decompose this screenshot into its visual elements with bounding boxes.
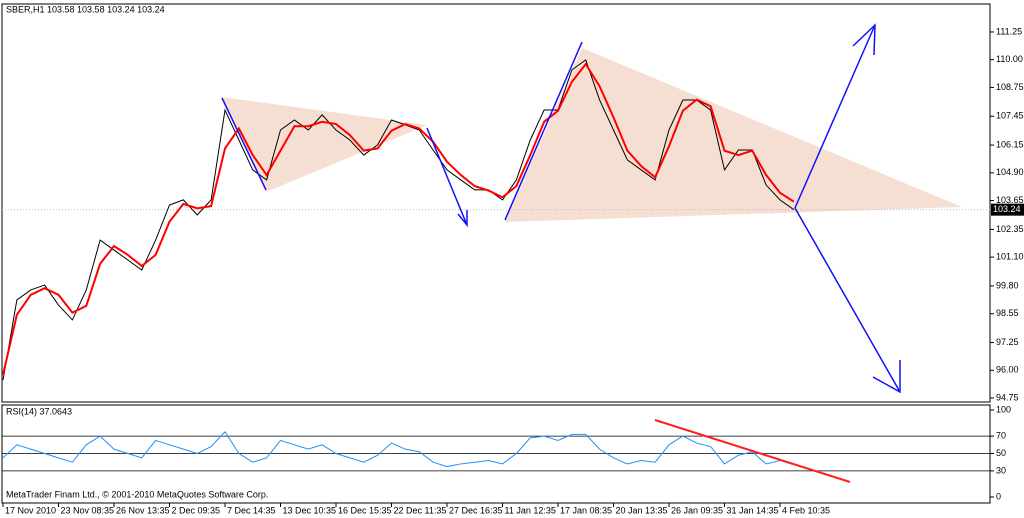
y-tick-label: 50	[996, 448, 1006, 458]
y-tick-label: 108.75	[996, 82, 1024, 92]
price-pane	[1, 3, 991, 403]
y-tick-label: 30	[996, 465, 1006, 475]
x-tick-label: 2 Dec 09:35	[172, 505, 221, 515]
y-tick-label: 96.00	[996, 365, 1019, 375]
x-tick-label: 22 Dec 11:35	[394, 505, 447, 515]
x-tick-label: 23 Nov 08:35	[61, 505, 115, 515]
y-tick-label: 106.15	[996, 139, 1024, 149]
indicator-title: RSI(14) 37.0643	[6, 406, 72, 416]
copyright: MetaTrader Finam Ltd., © 2001-2010 MetaQ…	[6, 489, 268, 499]
forecast-arrow	[794, 24, 876, 209]
y-tick-label: 94.75	[996, 392, 1019, 402]
y-tick-label: 101.10	[996, 252, 1024, 262]
arrow-head	[872, 360, 901, 394]
y-tick-label: 103.65	[996, 195, 1024, 205]
x-tick-label: 20 Jan 13:35	[616, 505, 668, 515]
series-line	[2, 430, 795, 468]
forecast-arrow	[794, 207, 901, 393]
x-tick-label: 4 Feb 10:35	[782, 505, 830, 515]
rsi-trend-line	[654, 419, 851, 483]
y-tick-label: 102.35	[996, 224, 1024, 234]
x-tick-label: 26 Nov 13:35	[116, 505, 170, 515]
series-line	[2, 62, 795, 375]
x-tick-label: 26 Jan 09:35	[671, 505, 723, 515]
y-tick-label: 100	[996, 404, 1011, 414]
triangle-pattern	[222, 97, 427, 192]
x-tick-label: 27 Dec 16:35	[449, 505, 503, 515]
last-price-box	[991, 203, 1024, 216]
chart-title: SBER,H1 103.58 103.58 103.24 103.24	[6, 4, 165, 14]
y-tick-label: 111.25	[996, 26, 1022, 36]
y-tick-label: 0	[996, 491, 1001, 501]
x-tick-label: 13 Dec 10:35	[283, 505, 337, 515]
y-tick-label: 104.90	[996, 167, 1024, 177]
arrow-head	[852, 23, 876, 56]
x-tick-label: 31 Jan 14:35	[727, 505, 779, 515]
trend-line	[426, 127, 468, 226]
y-tick-label: 107.45	[996, 111, 1024, 121]
y-tick-label: 97.25	[996, 337, 1019, 347]
trend-line	[504, 41, 583, 221]
y-tick-label: 110.00	[996, 54, 1023, 64]
trend-line	[221, 97, 267, 191]
x-tick-label: 16 Dec 15:35	[338, 505, 392, 515]
triangle-pattern	[505, 48, 962, 222]
arrow-head	[457, 210, 468, 228]
y-tick-label: 99.80	[996, 280, 1019, 290]
y-tick-label: 98.55	[996, 308, 1019, 318]
x-tick-label: 11 Jan 12:35	[505, 505, 556, 515]
series-line	[2, 59, 795, 381]
last-price-label: 103.24	[993, 204, 1021, 214]
x-tick-label: 17 Jan 08:35	[560, 505, 612, 515]
y-tick-label: 70	[996, 430, 1006, 440]
x-tick-label: 7 Dec 14:35	[227, 505, 276, 515]
x-tick-label: 17 Nov 2010	[5, 505, 56, 515]
